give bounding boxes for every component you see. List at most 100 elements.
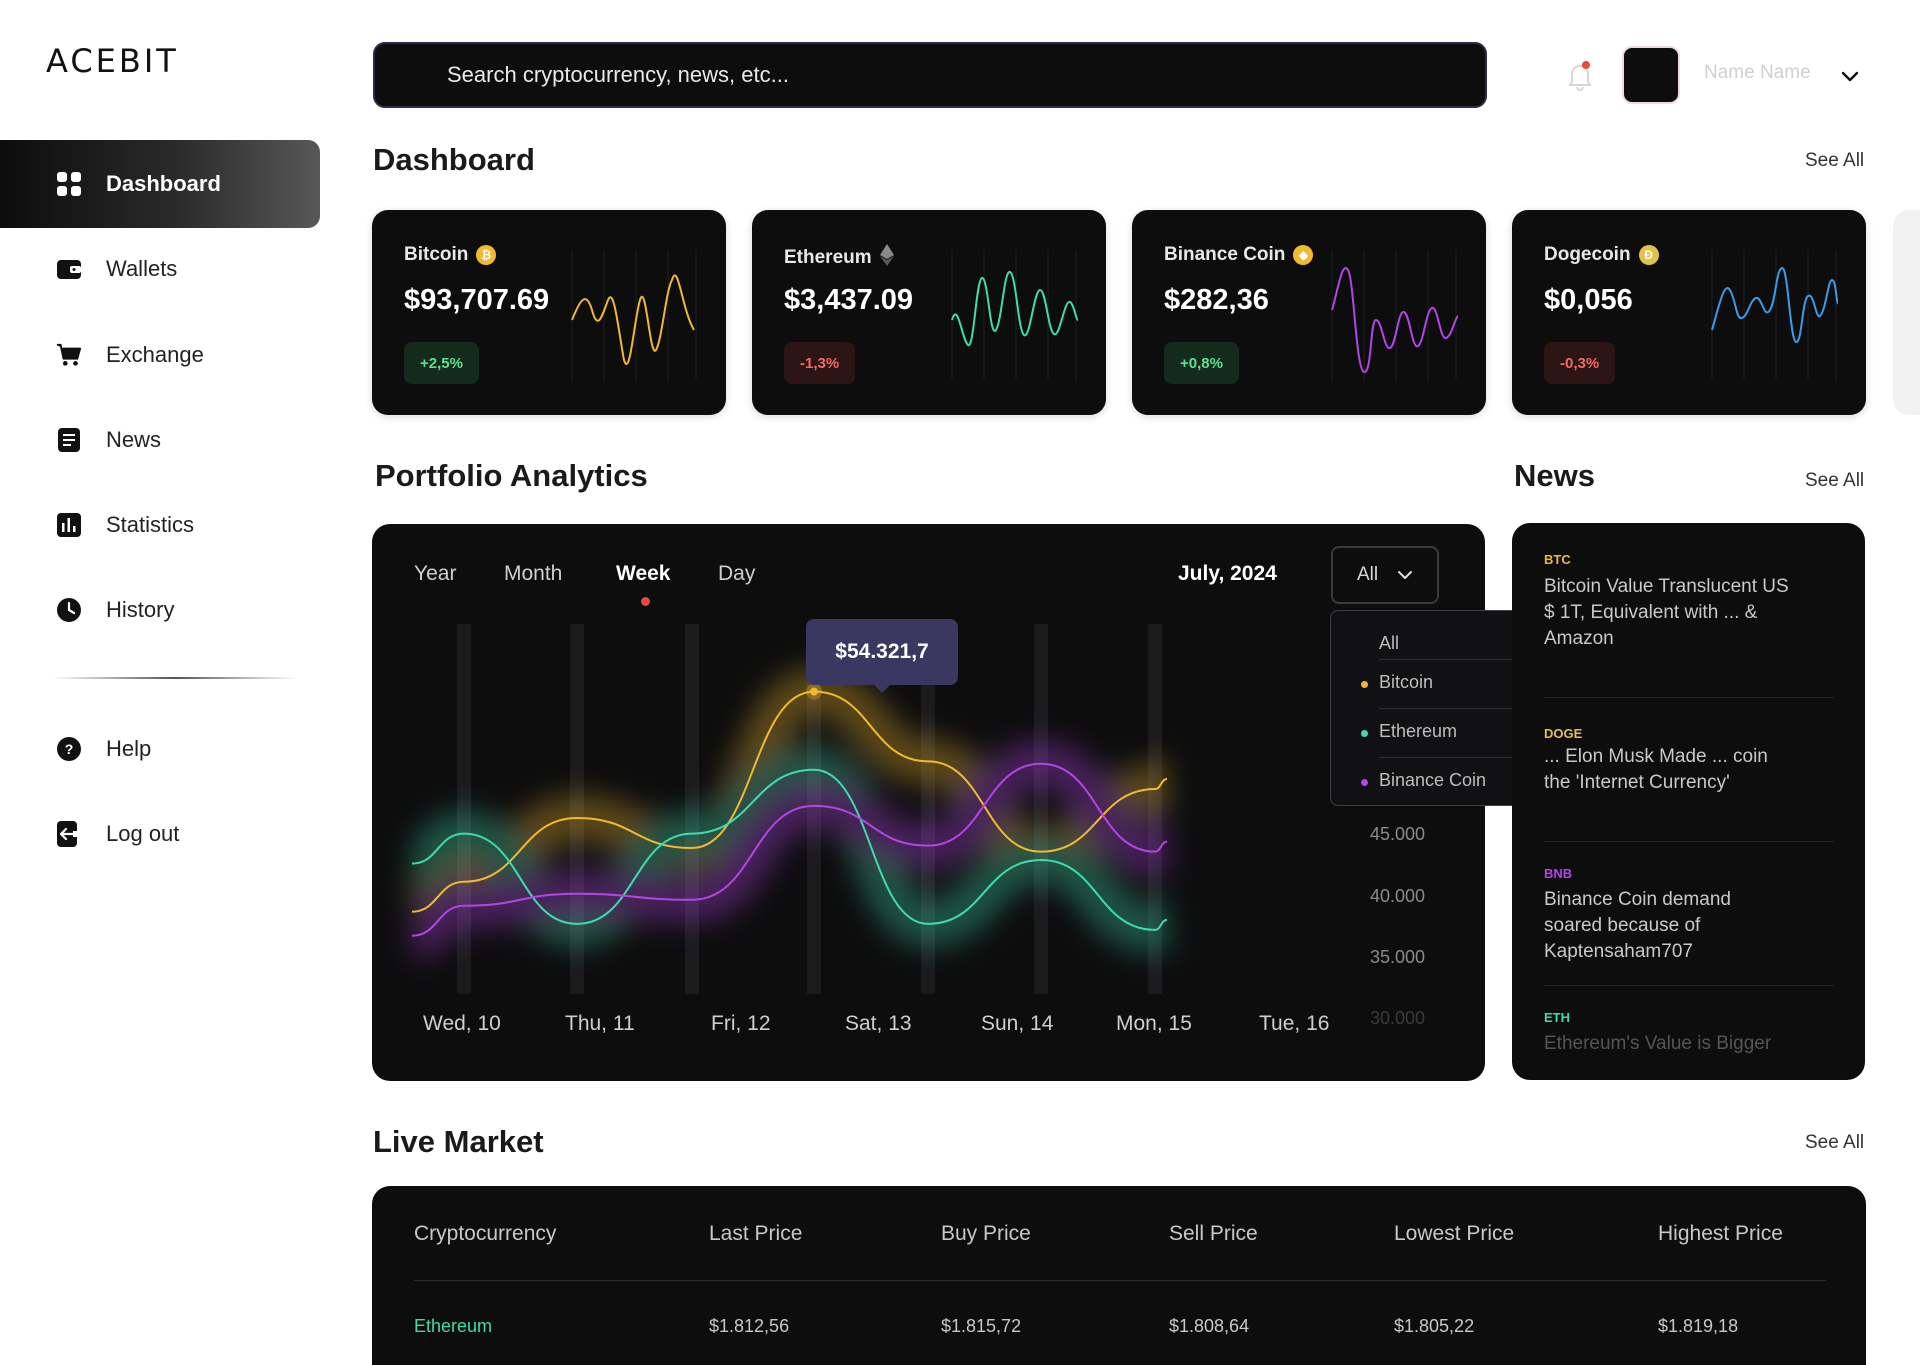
table-header-separator bbox=[414, 1280, 1826, 1281]
coin-name-text: Binance Coin bbox=[1164, 244, 1286, 265]
dashboard-title: Dashboard bbox=[373, 142, 535, 177]
x-tick-label: Wed, 10 bbox=[423, 1012, 501, 1035]
dropdown-option-all[interactable]: All bbox=[1379, 633, 1400, 653]
table-cell: $1.815,72 bbox=[941, 1316, 1022, 1336]
sidebar-item-statistics[interactable]: Statistics bbox=[0, 481, 320, 569]
tab-week[interactable]: Week bbox=[616, 562, 671, 585]
series-line-ethereum bbox=[411, 768, 1168, 931]
column-header[interactable]: Last Price bbox=[709, 1222, 803, 1245]
filter-selected-label: All bbox=[1357, 564, 1379, 585]
coin-card-binance[interactable]: Binance Coin ◆ $282,36 +0,8% bbox=[1132, 210, 1486, 415]
sidebar-item-label: Dashboard bbox=[106, 171, 221, 196]
month-label[interactable]: July, 2024 bbox=[1178, 562, 1277, 585]
app-logo: ACEBIT bbox=[46, 42, 179, 80]
search-bar[interactable] bbox=[373, 42, 1487, 108]
statistics-icon bbox=[56, 512, 82, 538]
dogecoin-icon: Ð bbox=[1638, 245, 1659, 265]
sidebar-item-exchange[interactable]: Exchange bbox=[0, 311, 320, 399]
chevron-down-icon[interactable] bbox=[1838, 64, 1862, 88]
coin-card-ethereum[interactable]: Ethereum $3,437.09 -1,3% bbox=[752, 210, 1106, 415]
binance-icon: ◆ bbox=[1293, 245, 1314, 265]
tab-year[interactable]: Year bbox=[414, 562, 457, 585]
coin-change-badge: -0,3% bbox=[1544, 342, 1616, 384]
coin-card-dogecoin[interactable]: Dogecoin Ð $0,056 -0,3% bbox=[1512, 210, 1866, 415]
column-header[interactable]: Buy Price bbox=[941, 1222, 1031, 1245]
sidebar-item-label: Exchange bbox=[106, 342, 204, 367]
coin-name-text: Ethereum bbox=[784, 247, 872, 268]
news-item[interactable]: Bitcoin Value Translucent US $ 1T, Equiv… bbox=[1544, 576, 1789, 649]
market-see-all-link[interactable]: See All bbox=[1805, 1132, 1865, 1153]
news-see-all-link[interactable]: See All bbox=[1805, 470, 1865, 491]
coin-card-bitcoin[interactable]: Bitcoin ₿ $93,707.69 +2,5% bbox=[372, 210, 726, 415]
coin-name: Dogecoin Ð bbox=[1544, 244, 1659, 266]
sidebar-item-label: Log out bbox=[106, 821, 180, 846]
news-item[interactable]: Ethereum's Value is Bigger bbox=[1544, 1033, 1772, 1054]
x-tick-label: Mon, 15 bbox=[1116, 1012, 1192, 1035]
dropdown-option-binance[interactable]: Binance Coin bbox=[1379, 770, 1487, 790]
table-cell: $1.812,56 bbox=[709, 1316, 790, 1336]
column-header[interactable]: Lowest Price bbox=[1394, 1222, 1515, 1245]
dropdown-separator bbox=[1379, 659, 1569, 660]
news-item[interactable]: ... Elon Musk Made ... coin the 'Interne… bbox=[1544, 746, 1768, 793]
coin-filter-select[interactable]: All bbox=[1331, 546, 1439, 604]
dropdown-option-ethereum[interactable]: Ethereum bbox=[1379, 721, 1458, 741]
sidebar-item-history[interactable]: History bbox=[0, 566, 320, 654]
news-tag: BTC bbox=[1544, 552, 1571, 567]
active-tab-indicator bbox=[641, 597, 650, 606]
news-item[interactable]: Binance Coin demand soared because of Ka… bbox=[1544, 889, 1731, 962]
avatar[interactable] bbox=[1622, 46, 1680, 104]
sidebar-item-help[interactable]: ? Help bbox=[0, 705, 320, 793]
news-title: News bbox=[1514, 458, 1595, 493]
dropdown-separator bbox=[1379, 708, 1569, 709]
news-panel bbox=[1512, 523, 1865, 1080]
dashboard-see-all-link[interactable]: See All bbox=[1805, 150, 1865, 171]
portfolio-title: Portfolio Analytics bbox=[375, 458, 648, 493]
ethereum-dot-icon bbox=[1361, 730, 1368, 737]
news-tag: DOGE bbox=[1544, 726, 1583, 741]
user-name: Name Name bbox=[1704, 62, 1811, 83]
sidebar-item-label: News bbox=[106, 427, 162, 452]
table-cell: $1.808,64 bbox=[1169, 1316, 1250, 1336]
column-header[interactable]: Sell Price bbox=[1169, 1222, 1258, 1245]
tab-day[interactable]: Day bbox=[718, 562, 756, 585]
sidebar-item-label: Wallets bbox=[106, 256, 178, 281]
sidebar-item-label: Help bbox=[106, 736, 152, 761]
coin-name: Bitcoin ₿ bbox=[404, 244, 497, 266]
x-tick-label: Tue, 16 bbox=[1259, 1012, 1330, 1035]
cart-icon bbox=[56, 342, 82, 368]
ethereum-sparkline bbox=[951, 250, 1078, 380]
portfolio-chart bbox=[409, 624, 1182, 994]
search-input[interactable] bbox=[447, 62, 1347, 88]
x-tick-label: Thu, 11 bbox=[565, 1012, 635, 1035]
bitcoin-icon: ₿ bbox=[476, 245, 497, 265]
sidebar-item-label: History bbox=[106, 597, 175, 622]
table-cell-name[interactable]: Ethereum bbox=[414, 1316, 493, 1336]
dropdown-option-bitcoin[interactable]: Bitcoin bbox=[1379, 672, 1434, 692]
column-header[interactable]: Highest Price bbox=[1658, 1222, 1783, 1245]
dropdown-separator bbox=[1379, 757, 1569, 758]
ethereum-icon bbox=[879, 244, 894, 272]
coin-change-badge: +0,8% bbox=[1164, 342, 1239, 384]
coin-price: $282,36 bbox=[1164, 284, 1269, 316]
notification-bell-icon[interactable] bbox=[1566, 60, 1594, 92]
coin-name-text: Dogecoin bbox=[1544, 244, 1631, 265]
bitcoin-dot-icon bbox=[1361, 681, 1368, 688]
y-tick-label: 30.000 bbox=[1370, 1008, 1426, 1028]
x-tick-label: Fri, 12 bbox=[711, 1012, 771, 1035]
sidebar-item-dashboard[interactable]: Dashboard bbox=[0, 140, 320, 228]
svg-text:?: ? bbox=[65, 741, 74, 757]
y-tick-label: 45.000 bbox=[1370, 824, 1426, 844]
sidebar-item-label: Statistics bbox=[106, 512, 195, 537]
tab-month[interactable]: Month bbox=[504, 562, 563, 585]
y-tick-label: 40.000 bbox=[1370, 886, 1426, 906]
column-header[interactable]: Cryptocurrency bbox=[414, 1222, 557, 1245]
news-separator bbox=[1544, 697, 1834, 698]
sidebar-item-wallets[interactable]: Wallets bbox=[0, 225, 320, 313]
sidebar-item-news[interactable]: News bbox=[0, 396, 320, 484]
sidebar-item-logout[interactable]: Log out bbox=[0, 790, 320, 878]
market-title: Live Market bbox=[373, 1124, 544, 1159]
news-icon bbox=[56, 427, 82, 453]
dogecoin-sparkline bbox=[1711, 250, 1838, 380]
series-line-binance-coin bbox=[411, 762, 1168, 937]
news-tag: BNB bbox=[1544, 866, 1573, 881]
